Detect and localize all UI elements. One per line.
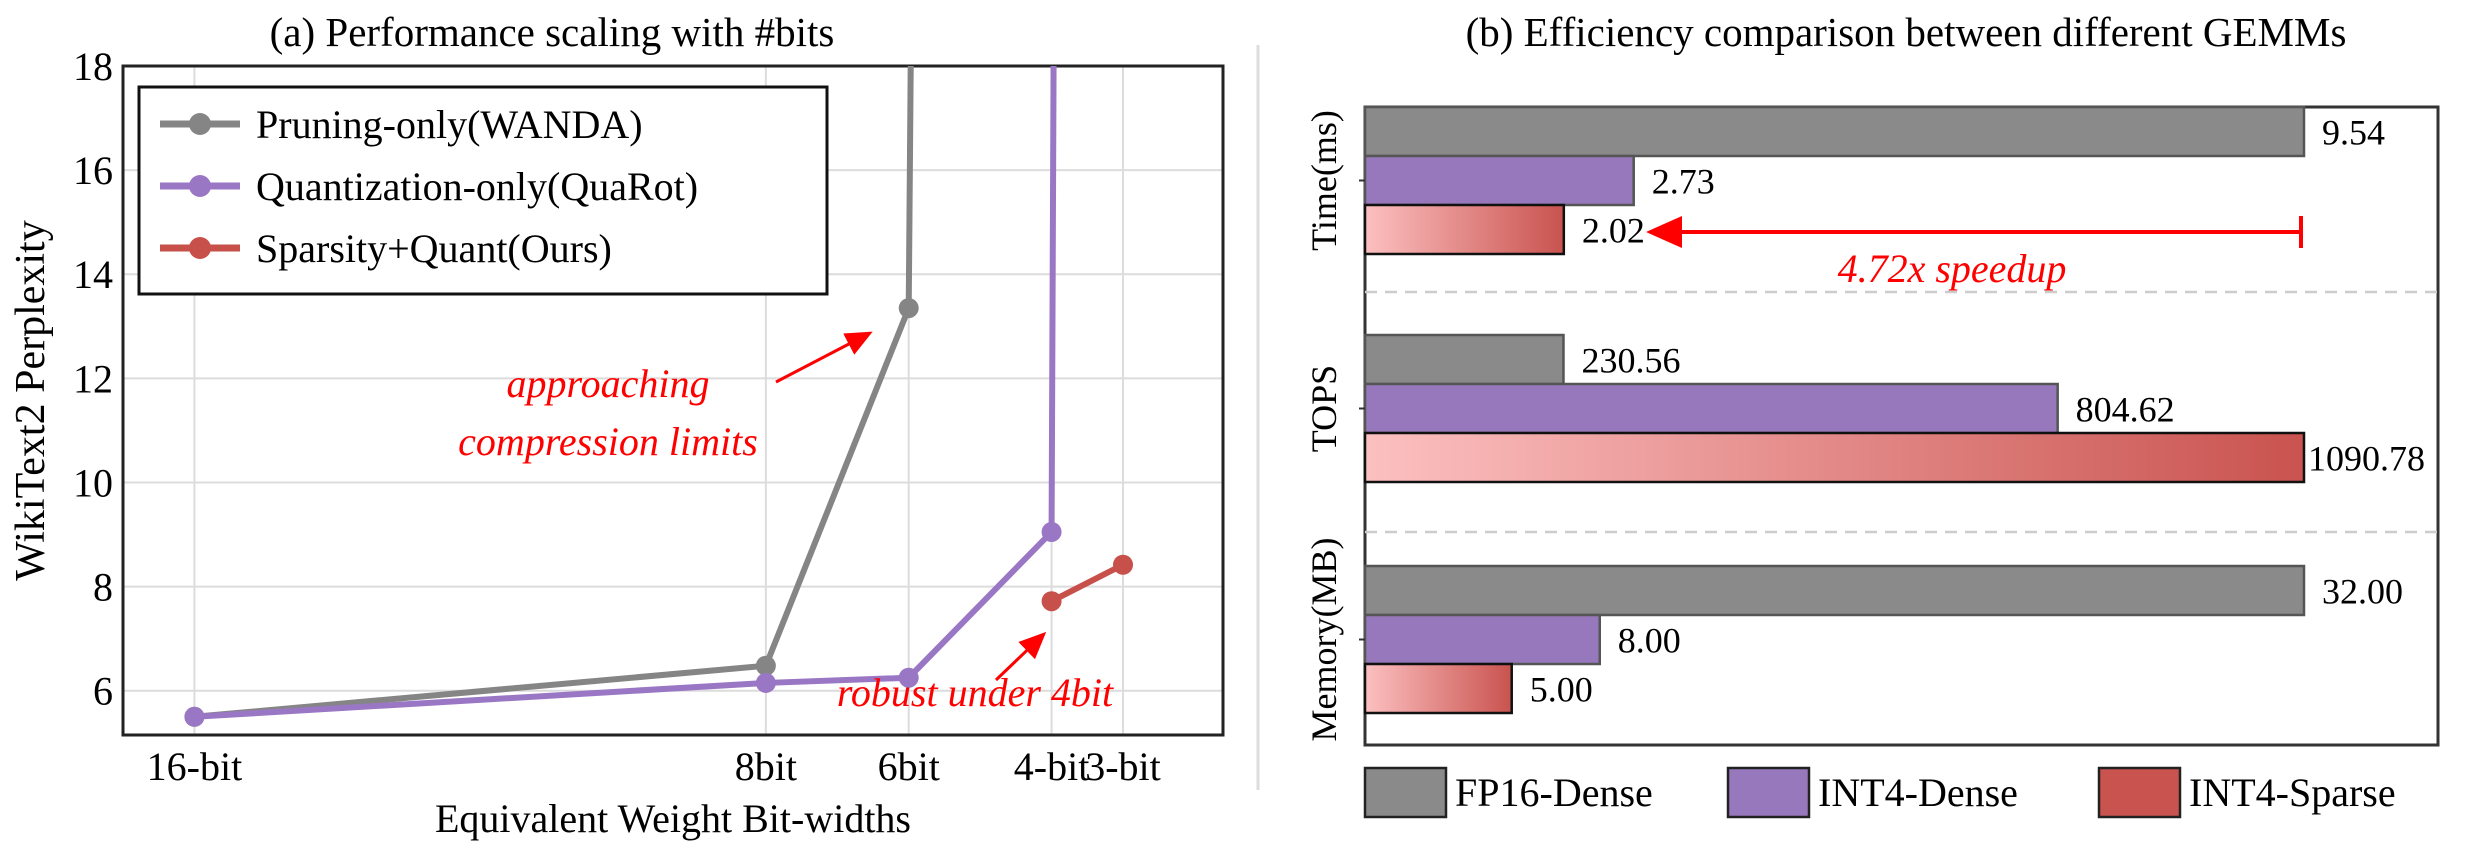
data-point: [755, 655, 776, 676]
legend-swatch: [1726, 766, 1811, 819]
bar-value-label: 1090.78: [2308, 439, 2425, 479]
annotation-text: compression limits: [458, 419, 758, 464]
group-label: Memory(MB): [1304, 538, 1344, 742]
series-line-2: [1050, 562, 1125, 604]
legend-marker: [189, 175, 211, 197]
annotation-arrow: [994, 631, 1047, 682]
y-tick-label: 14: [73, 252, 113, 297]
bar-value-label: 9.54: [2322, 113, 2385, 153]
data-point: [755, 672, 776, 693]
x-tick-label: 3-bit: [1085, 744, 1161, 789]
y-tick-label: 6: [93, 669, 113, 714]
speedup-annotation: 4.72x speedup: [1838, 246, 2067, 291]
data-point: [1041, 521, 1062, 542]
legend-label: INT4-Dense: [1818, 770, 2018, 815]
bar-value-label: 32.00: [2322, 572, 2403, 612]
y-tick-label: 16: [73, 148, 113, 193]
bar-int4-dense: [1363, 154, 1635, 207]
annotation-arrow: [775, 331, 873, 384]
legend-marker: [189, 237, 211, 259]
data-point: [898, 298, 919, 319]
chart-title: (a) Performance scaling with #bits: [270, 9, 835, 55]
legend-marker: [189, 113, 211, 135]
group-label: TOPS: [1304, 365, 1344, 452]
perplexity-chart: (a) Performance scaling with #bits 6 8 10 12…: [8, 9, 1225, 841]
y-axis-label: WikiText2 Perplexity: [8, 220, 54, 580]
legend-label: INT4-Sparse: [2189, 770, 2396, 815]
legend-swatch: [2097, 766, 2182, 819]
bar-value-label: 804.62: [2076, 390, 2175, 430]
y-tick-label: 12: [73, 356, 113, 401]
bar-int4-dense: [1363, 382, 2059, 435]
data-point: [1041, 591, 1062, 612]
legend-label: FP16-Dense: [1455, 770, 1653, 815]
bar-fp16-dense: [1363, 105, 2306, 158]
y-tick-label: 18: [73, 44, 113, 89]
x-tick-label: 6bit: [878, 744, 940, 789]
bar-value-label: 8.00: [1618, 621, 1681, 661]
data-point: [898, 667, 919, 688]
legend-swatch: [1363, 766, 1448, 819]
chart-title: (b) Efficiency comparison between differ…: [1466, 9, 2347, 55]
x-tick-label: 8bit: [735, 744, 797, 789]
bar-int4-sparse: [1363, 662, 1513, 715]
legend-box: [137, 85, 829, 296]
group-label: Time(ms): [1304, 110, 1344, 251]
legend-label: Pruning-only(WANDA): [256, 102, 643, 147]
data-point: [184, 706, 205, 727]
series-line-0: [194, 65, 914, 720]
plot-frame: [121, 64, 1225, 737]
bar-value-label: 230.56: [1581, 341, 1680, 381]
x-tick-label: 16-bit: [147, 744, 243, 789]
y-tick-label: 8: [93, 565, 113, 610]
bar-int4-sparse: [1363, 203, 1566, 256]
legend-label: Quantization-only(QuaRot): [256, 164, 698, 209]
bar-fp16-dense: [1363, 333, 1565, 386]
bar-int4-dense: [1363, 613, 1601, 666]
y-tick-label: 10: [73, 460, 113, 505]
annotation-text: approaching: [507, 361, 710, 406]
efficiency-chart: (b) Efficiency comparison between differ…: [1304, 9, 2440, 819]
legend-label: Sparsity+Quant(Ours): [256, 226, 612, 271]
bar-value-label: 2.73: [1652, 162, 1715, 202]
annotation-text: robust under 4bit: [837, 670, 1114, 715]
data-point: [1113, 554, 1133, 575]
bar-value-label: 5.00: [1530, 670, 1593, 710]
x-axis-label: Equivalent Weight Bit-widths: [435, 796, 911, 841]
bar-fp16-dense: [1363, 564, 2306, 617]
x-tick-label: 4-bit: [1014, 744, 1090, 789]
bar-int4-sparse: [1363, 431, 2306, 484]
bar-value-label: 2.02: [1582, 211, 1645, 251]
